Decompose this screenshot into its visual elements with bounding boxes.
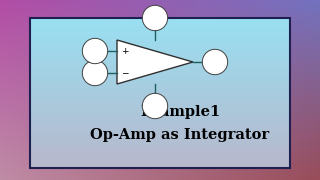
Polygon shape xyxy=(117,40,193,84)
Circle shape xyxy=(82,38,108,64)
Text: Op-Amp as Integrator: Op-Amp as Integrator xyxy=(91,128,269,142)
Circle shape xyxy=(142,5,168,31)
Text: Example1: Example1 xyxy=(140,105,220,119)
Circle shape xyxy=(202,49,228,75)
Circle shape xyxy=(142,93,168,119)
Text: +: + xyxy=(121,46,129,55)
Text: −: − xyxy=(121,69,129,78)
Circle shape xyxy=(82,60,108,86)
